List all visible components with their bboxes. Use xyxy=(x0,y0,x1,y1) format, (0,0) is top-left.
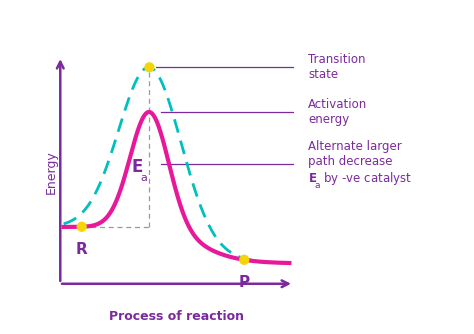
Text: Alternate larger: Alternate larger xyxy=(308,140,402,153)
Text: Process of reaction: Process of reaction xyxy=(109,310,244,323)
Text: NEGATIVE CATALYSTS: NEGATIVE CATALYSTS xyxy=(12,11,228,29)
Text: R: R xyxy=(76,242,88,257)
Text: Activation
energy: Activation energy xyxy=(308,98,367,126)
Point xyxy=(146,65,153,70)
Text: a: a xyxy=(315,181,320,190)
Text: Energy: Energy xyxy=(45,150,58,194)
Point xyxy=(78,224,85,229)
Text: a: a xyxy=(140,172,147,182)
Text: $\bf{E}$: $\bf{E}$ xyxy=(131,158,143,176)
Text: $\bf{E}$  by -ve catalyst: $\bf{E}$ by -ve catalyst xyxy=(308,170,412,187)
Text: Transition
state: Transition state xyxy=(308,53,366,81)
Text: P: P xyxy=(239,275,250,290)
Text: path decrease: path decrease xyxy=(308,155,393,168)
Point xyxy=(240,257,248,263)
